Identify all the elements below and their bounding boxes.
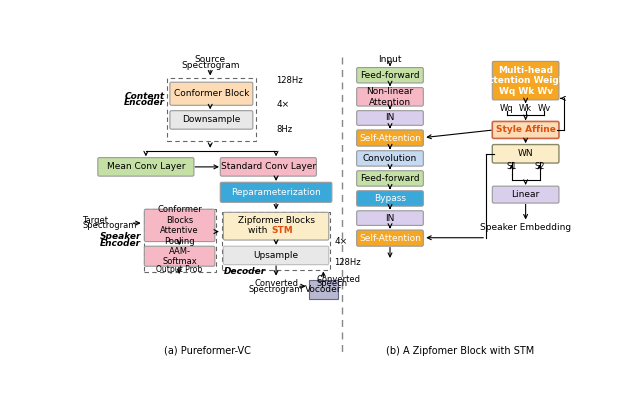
Text: Encoder: Encoder (124, 99, 164, 108)
Text: Target: Target (83, 216, 108, 225)
Text: Spectrogram: Spectrogram (83, 221, 137, 230)
Bar (167, 79, 256, 142)
FancyBboxPatch shape (356, 191, 423, 206)
Text: (a) Pureformer-VC: (a) Pureformer-VC (164, 346, 252, 355)
Text: Feed-forward: Feed-forward (360, 174, 420, 183)
Text: Output Prob: Output Prob (156, 265, 202, 274)
Text: S1: S1 (506, 162, 517, 171)
Text: Style Affine: Style Affine (496, 126, 556, 135)
Text: S2: S2 (534, 162, 545, 171)
Text: Multi-head
Attention Weight
Wq Wk Wv: Multi-head Attention Weight Wq Wk Wv (482, 66, 570, 96)
Text: Speaker: Speaker (100, 232, 141, 241)
Bar (222, 212, 330, 270)
Text: Zipformer Blocks: Zipformer Blocks (237, 216, 315, 225)
Text: WN: WN (518, 149, 533, 158)
Text: Wq: Wq (500, 104, 514, 113)
Text: Spectrogram: Spectrogram (249, 285, 303, 294)
FancyBboxPatch shape (220, 182, 332, 202)
FancyBboxPatch shape (223, 212, 329, 240)
Text: Bypass: Bypass (374, 194, 406, 203)
Text: with: with (248, 225, 271, 234)
FancyBboxPatch shape (356, 67, 423, 83)
FancyBboxPatch shape (356, 111, 423, 125)
Text: 128Hz: 128Hz (276, 76, 303, 85)
Text: Non-linear
Attention: Non-linear Attention (367, 87, 413, 106)
Text: Conformer Block: Conformer Block (173, 89, 249, 98)
Text: Feed-forward: Feed-forward (360, 71, 420, 80)
Text: Input: Input (378, 55, 402, 64)
Text: 128Hz: 128Hz (334, 258, 361, 267)
FancyBboxPatch shape (356, 230, 423, 246)
FancyBboxPatch shape (170, 111, 253, 129)
Text: 4×: 4× (334, 237, 348, 246)
Text: 4×: 4× (276, 100, 289, 109)
Text: Mean Conv Layer: Mean Conv Layer (107, 162, 185, 171)
FancyBboxPatch shape (220, 157, 316, 176)
Text: IN: IN (385, 113, 395, 122)
FancyBboxPatch shape (492, 61, 559, 100)
Text: Content: Content (124, 92, 164, 101)
Text: Converted: Converted (316, 275, 360, 284)
FancyBboxPatch shape (356, 211, 423, 225)
Text: Downsample: Downsample (182, 115, 241, 124)
Text: Upsample: Upsample (253, 251, 299, 260)
Text: Linear: Linear (511, 190, 540, 199)
Text: Speech: Speech (316, 279, 348, 288)
FancyBboxPatch shape (356, 171, 423, 186)
Bar (308, 280, 338, 299)
Text: Speaker Embedding: Speaker Embedding (480, 223, 571, 232)
Text: (b) A Zipfomer Block with STM: (b) A Zipfomer Block with STM (386, 346, 534, 355)
Text: Convolution: Convolution (363, 154, 417, 163)
Text: Reparameterization: Reparameterization (231, 188, 321, 197)
Text: STM: STM (271, 225, 293, 234)
Text: Self-Attention: Self-Attention (359, 234, 421, 243)
Text: Conformer
Blocks
Attentive
Pooling: Conformer Blocks Attentive Pooling (157, 205, 202, 245)
Text: Converted: Converted (254, 279, 298, 288)
Text: Standard Conv Layer: Standard Conv Layer (221, 162, 316, 171)
Text: Wv: Wv (538, 104, 551, 113)
Text: Decoder: Decoder (223, 267, 266, 276)
Text: IN: IN (385, 213, 395, 222)
FancyBboxPatch shape (223, 246, 329, 265)
Text: Encoder: Encoder (100, 238, 141, 247)
Text: Spectrogram: Spectrogram (181, 61, 239, 70)
FancyBboxPatch shape (356, 88, 423, 106)
Text: Vocoder: Vocoder (305, 285, 342, 294)
FancyBboxPatch shape (170, 82, 253, 105)
Text: Self-Attention: Self-Attention (359, 133, 421, 142)
FancyBboxPatch shape (145, 246, 215, 266)
FancyBboxPatch shape (98, 157, 194, 176)
Text: 8Hz: 8Hz (276, 126, 292, 135)
Text: Wk: Wk (519, 104, 532, 113)
Text: Source: Source (195, 55, 226, 64)
FancyBboxPatch shape (356, 151, 423, 166)
FancyBboxPatch shape (492, 144, 559, 163)
Text: AAM-
Softmax: AAM- Softmax (162, 247, 197, 266)
FancyBboxPatch shape (145, 209, 215, 242)
Bar (143, 209, 216, 272)
FancyBboxPatch shape (492, 121, 559, 138)
FancyBboxPatch shape (356, 130, 423, 146)
FancyBboxPatch shape (492, 186, 559, 203)
